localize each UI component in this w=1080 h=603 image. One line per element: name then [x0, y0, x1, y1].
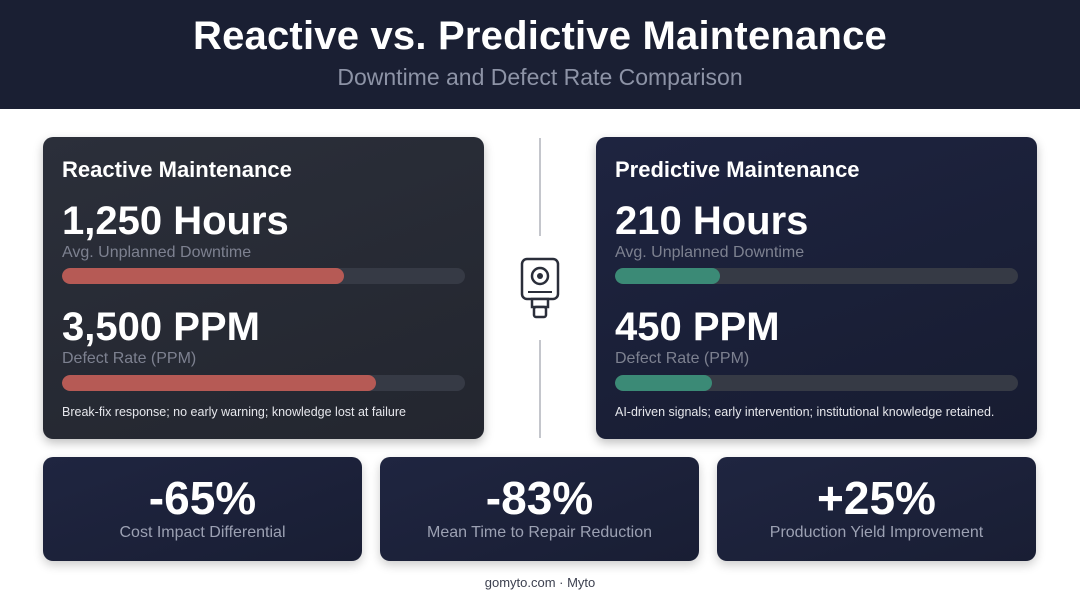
reactive-panel: Reactive Maintenance 1,250 Hours Avg. Un…	[43, 137, 484, 439]
downtime-bar	[615, 268, 1018, 284]
downtime-bar-fill	[62, 268, 345, 284]
downtime-label: Avg. Unplanned Downtime	[62, 244, 252, 261]
downtime-bar-fill	[615, 268, 720, 284]
stat-label: Mean Time to Repair Reduction	[427, 524, 652, 541]
stat-value: +25%	[817, 472, 936, 524]
downtime-label: Avg. Unplanned Downtime	[615, 244, 805, 261]
sensor-icon	[518, 256, 562, 320]
downtime-bar	[62, 268, 465, 284]
stat-value: -83%	[485, 472, 594, 524]
defect-value: 3,500 PPM	[62, 305, 260, 349]
defect-bar	[62, 375, 465, 391]
stat-card-cost: -65% Cost Impact Differential	[43, 457, 362, 561]
divider-top	[539, 138, 541, 236]
page-subtitle: Downtime and Defect Rate Comparison	[337, 64, 743, 90]
stat-label: Production Yield Improvement	[769, 524, 984, 541]
predictive-panel: Predictive Maintenance 210 Hours Avg. Un…	[596, 137, 1037, 439]
defect-bar-fill	[62, 375, 377, 391]
stat-value: -65%	[148, 472, 257, 524]
footer-credit: gomyto.com · Myto	[484, 575, 596, 590]
defect-value: 450 PPM	[615, 305, 780, 349]
panel-title: Reactive Maintenance	[62, 157, 292, 182]
panel-title: Predictive Maintenance	[615, 157, 860, 182]
divider-bottom	[539, 340, 541, 438]
defect-bar	[615, 375, 1018, 391]
header-banner: Reactive vs. Predictive Maintenance Down…	[0, 0, 1080, 109]
panel-note: AI-driven signals; early intervention; i…	[615, 405, 995, 419]
defect-bar-fill	[615, 375, 712, 391]
page-title: Reactive vs. Predictive Maintenance	[193, 14, 887, 58]
panel-note: Break-fix response; no early warning; kn…	[62, 405, 406, 419]
downtime-value: 1,250 Hours	[62, 199, 289, 243]
downtime-value: 210 Hours	[615, 199, 809, 243]
stat-card-mttr: -83% Mean Time to Repair Reduction	[380, 457, 699, 561]
stat-label: Cost Impact Differential	[119, 524, 286, 541]
defect-label: Defect Rate (PPM)	[62, 350, 197, 367]
defect-label: Defect Rate (PPM)	[615, 350, 750, 367]
stat-card-yield: +25% Production Yield Improvement	[717, 457, 1036, 561]
